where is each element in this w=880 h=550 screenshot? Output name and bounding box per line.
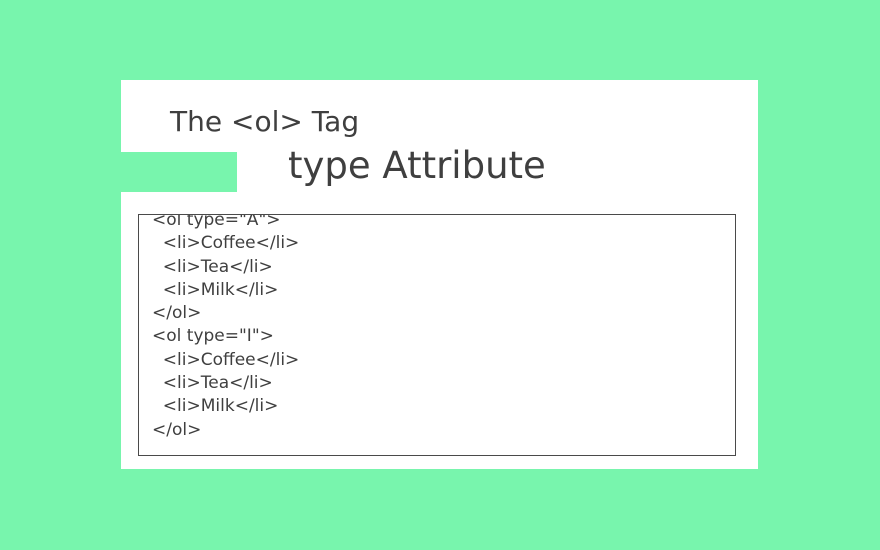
code-line: </ol> — [152, 419, 202, 440]
code-line: <li>Milk</li> — [152, 396, 279, 417]
code-line: <ol type="I"> — [152, 326, 274, 347]
code-line: <li>Milk</li> — [152, 279, 279, 300]
code-line: <li>Tea</li> — [152, 256, 273, 277]
code-line: <li>Tea</li> — [152, 373, 273, 394]
code-line: </ol> — [152, 303, 202, 324]
code-line: <li>Coffee</li> — [152, 233, 300, 254]
card-notch — [121, 152, 237, 192]
page-title: The <ol> Tag — [170, 105, 360, 138]
code-line: <li>Coffee</li> — [152, 349, 300, 370]
page-subtitle: type Attribute — [288, 144, 546, 187]
code-lines: <ol type="A"> <li>Coffee</li> <li>Tea</l… — [152, 214, 300, 442]
content-card — [121, 80, 758, 469]
code-line: <ol type="A"> — [152, 214, 281, 230]
code-block: <ol type="A"> <li>Coffee</li> <li>Tea</l… — [138, 214, 736, 456]
